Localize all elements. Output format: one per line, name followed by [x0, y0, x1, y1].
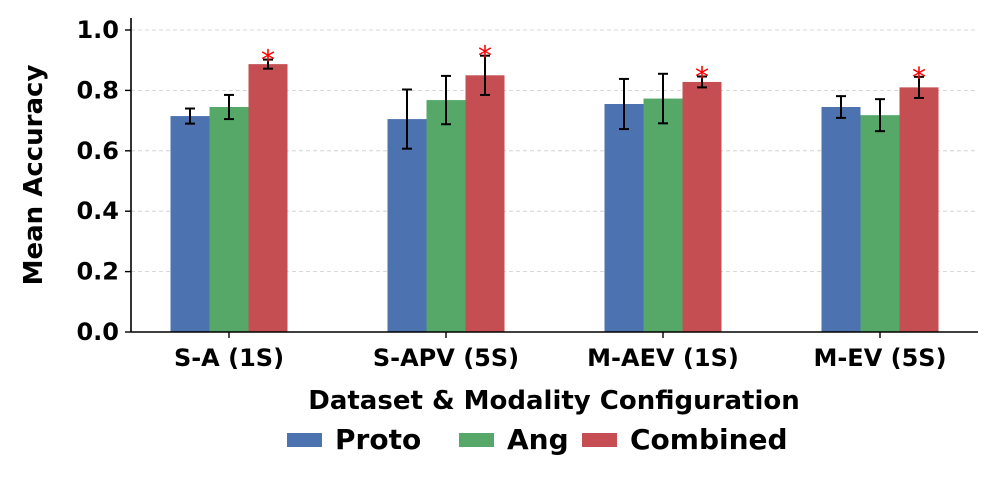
legend-label-proto: Proto [335, 423, 421, 456]
significance-star: * [261, 44, 275, 77]
significance-group: * * * * [261, 40, 926, 94]
significance-star: * [912, 61, 926, 94]
legend-swatch-combined [582, 433, 617, 447]
y-tick-label: 0.6 [76, 137, 119, 165]
y-tick-group: 0.0 0.2 0.4 0.6 0.8 1.0 [76, 16, 131, 346]
x-tick-label: S-APV (5S) [373, 344, 519, 372]
y-tick-label: 0.8 [76, 76, 119, 104]
bar-combined-1 [465, 75, 505, 333]
bar-proto-1 [387, 119, 427, 332]
significance-star: * [478, 40, 492, 73]
bar-proto-0 [170, 116, 210, 332]
error-bar-group [185, 54, 924, 150]
y-axis-title: Mean Accuracy [19, 65, 49, 286]
y-tick-label: 0.2 [76, 258, 119, 286]
legend-swatch-ang [459, 433, 494, 447]
x-axis-title: Dataset & Modality Configuration [308, 386, 800, 416]
bar-ang-1 [426, 100, 466, 333]
bar-ang-2 [643, 98, 683, 332]
significance-star: * [695, 61, 709, 94]
bar-group [170, 64, 939, 333]
y-tick-label: 0.0 [76, 318, 119, 346]
bar-ang-0 [209, 107, 249, 332]
bar-proto-3 [821, 107, 861, 332]
legend-label-combined: Combined [630, 423, 788, 456]
x-tick-group: S-A (1S) S-APV (5S) M-AEV (1S) M-EV (5S) [174, 332, 947, 372]
y-tick-label: 1.0 [76, 16, 119, 44]
y-tick-label: 0.4 [76, 197, 119, 225]
legend: Proto Ang Combined [287, 423, 788, 456]
bar-proto-2 [604, 103, 644, 333]
legend-swatch-proto [287, 433, 322, 447]
x-tick-label: M-EV (5S) [813, 344, 946, 372]
legend-label-ang: Ang [507, 423, 569, 456]
axes [130, 18, 978, 333]
bar-combined-3 [899, 87, 939, 332]
bar-combined-0 [248, 64, 288, 332]
x-tick-label: S-A (1S) [174, 344, 284, 372]
bar-combined-2 [682, 81, 722, 332]
x-tick-label: M-AEV (1S) [587, 344, 739, 372]
bar-ang-3 [860, 115, 900, 332]
